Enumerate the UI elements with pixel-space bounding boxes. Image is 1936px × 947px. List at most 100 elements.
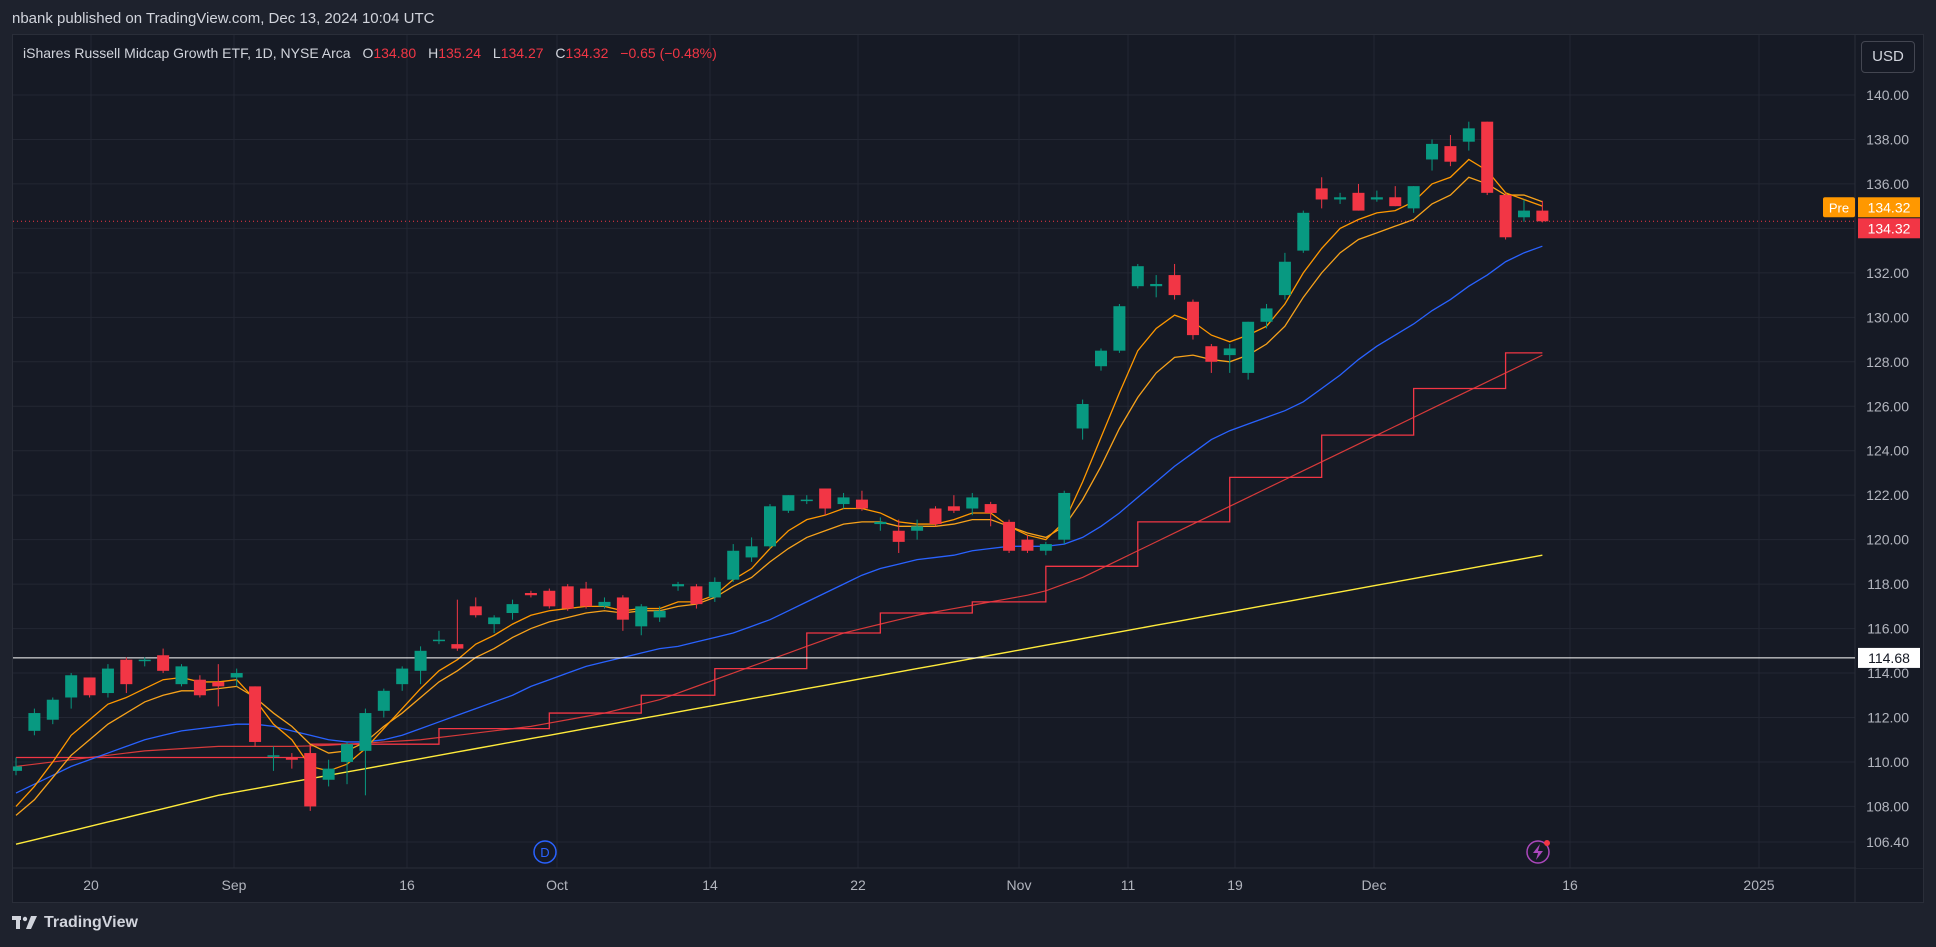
candle-body[interactable]	[285, 757, 298, 760]
candle-body[interactable]	[1168, 275, 1181, 296]
candle-body[interactable]	[267, 755, 280, 757]
price-chart[interactable]: 106.40 108.00 110.00 112.00 114.00 116.00 118.…	[13, 35, 1923, 902]
candle-body[interactable]	[249, 686, 262, 742]
series-red-sma	[15, 354, 1543, 768]
candle-body[interactable]	[101, 668, 114, 694]
candle-body[interactable]	[966, 497, 979, 509]
candle-body[interactable]	[138, 659, 151, 662]
candle-body[interactable]	[635, 606, 648, 627]
candle-body[interactable]	[672, 584, 685, 587]
candle-body[interactable]	[782, 495, 795, 511]
line-value-label: 114.68	[1868, 650, 1910, 666]
candle-body[interactable]	[65, 675, 78, 698]
y-tick-label: 106.40	[1866, 834, 1909, 850]
candle-body[interactable]	[414, 650, 427, 671]
candle-body[interactable]	[28, 713, 41, 731]
earnings-marker[interactable]	[1526, 840, 1550, 864]
candle-body[interactable]	[1462, 128, 1475, 142]
candle-body[interactable]	[1021, 539, 1034, 551]
candle-body[interactable]	[745, 546, 758, 558]
bottom-bar	[0, 903, 1936, 947]
candle-body[interactable]	[212, 681, 225, 687]
close-label: C	[555, 45, 566, 61]
series-blue-sma	[15, 245, 1543, 794]
candle-body[interactable]	[469, 606, 482, 616]
candle-body[interactable]	[1407, 186, 1420, 209]
x-tick-label: 19	[1227, 877, 1243, 893]
currency-button[interactable]: USD	[1861, 41, 1915, 73]
candle-body[interactable]	[598, 601, 611, 607]
candle-body[interactable]	[837, 497, 850, 505]
candle-body[interactable]	[1481, 121, 1494, 193]
candle-body[interactable]	[524, 593, 537, 596]
candle-body[interactable]	[1003, 521, 1016, 551]
pre-value-label: 134.32	[1868, 199, 1911, 215]
candle-body[interactable]	[1278, 261, 1291, 296]
candle-body[interactable]	[690, 586, 703, 605]
candle-body[interactable]	[819, 488, 832, 509]
candle-body[interactable]	[359, 713, 372, 751]
candle-body[interactable]	[432, 639, 445, 642]
candle-body[interactable]	[1095, 350, 1108, 367]
tradingview-brand: TradingView	[44, 914, 138, 931]
candle-body[interactable]	[727, 550, 740, 580]
candle-body[interactable]	[1444, 146, 1457, 162]
candle-body[interactable]	[46, 699, 59, 720]
candle-body[interactable]	[1205, 346, 1218, 362]
candle-body[interactable]	[1058, 492, 1071, 540]
candle-body[interactable]	[157, 655, 170, 671]
candle-body[interactable]	[1499, 195, 1512, 238]
candle-body[interactable]	[1536, 210, 1549, 222]
candle-body[interactable]	[1186, 301, 1199, 336]
candle-body[interactable]	[1150, 283, 1163, 287]
candle-body[interactable]	[230, 673, 243, 678]
candle-body[interactable]	[322, 768, 335, 780]
candle-body[interactable]	[892, 530, 905, 542]
candle-body[interactable]	[1370, 197, 1383, 200]
candle-body[interactable]	[1039, 544, 1052, 551]
candle-body[interactable]	[947, 506, 960, 511]
candle-body[interactable]	[911, 526, 924, 531]
candle-body[interactable]	[874, 521, 887, 525]
candle-body[interactable]	[304, 753, 317, 807]
candle-body[interactable]	[1426, 143, 1439, 160]
candle-body[interactable]	[83, 677, 96, 696]
candle-body[interactable]	[506, 604, 519, 614]
candle-body[interactable]	[120, 659, 133, 685]
candle-body[interactable]	[1315, 188, 1328, 200]
candle-body[interactable]	[1223, 348, 1236, 356]
candle-body[interactable]	[543, 590, 556, 607]
candle-body[interactable]	[175, 666, 188, 685]
candle-body[interactable]	[561, 586, 574, 609]
candle-body[interactable]	[396, 668, 409, 685]
dividend-marker[interactable]	[533, 840, 557, 864]
candle-body[interactable]	[1352, 192, 1365, 211]
candle-body[interactable]	[984, 504, 997, 513]
candle-body[interactable]	[1389, 197, 1402, 207]
candle-body[interactable]	[1297, 212, 1310, 251]
candle-body[interactable]	[451, 644, 464, 649]
y-tick-label: 128.00	[1866, 354, 1909, 370]
candle-body[interactable]	[1334, 197, 1347, 200]
candle-body[interactable]	[1131, 266, 1144, 287]
candle-body[interactable]	[1260, 308, 1273, 322]
candle-body[interactable]	[1242, 321, 1255, 373]
candle-body[interactable]	[708, 581, 721, 598]
candle-body[interactable]	[377, 690, 390, 711]
chart-frame[interactable]: 106.40 108.00 110.00 112.00 114.00 116.00 118.…	[12, 34, 1924, 903]
candle-body[interactable]	[616, 597, 629, 620]
candle-body[interactable]	[1076, 404, 1089, 429]
candle-body[interactable]	[1517, 210, 1530, 218]
candle-body[interactable]	[193, 679, 206, 696]
candle-body[interactable]	[1113, 306, 1126, 351]
candle-body[interactable]	[929, 508, 942, 525]
candle-body[interactable]	[653, 610, 666, 618]
candle-body[interactable]	[855, 499, 868, 509]
lightning-icon	[1533, 844, 1543, 860]
candle-body[interactable]	[763, 506, 776, 547]
candle-body[interactable]	[13, 766, 22, 771]
candle-body[interactable]	[580, 588, 593, 607]
candle-body[interactable]	[800, 499, 813, 502]
candle-body[interactable]	[488, 617, 501, 625]
candle-body[interactable]	[341, 744, 354, 762]
